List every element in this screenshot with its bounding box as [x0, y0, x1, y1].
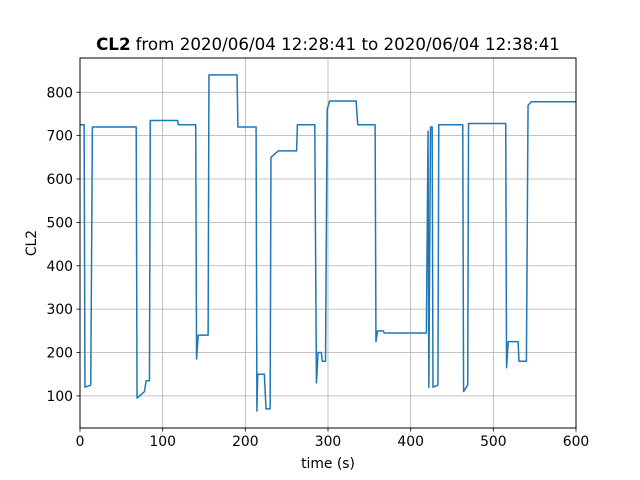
- x-tick-label: 500: [480, 434, 507, 450]
- x-tick-label: 300: [315, 434, 342, 450]
- x-tick-label: 100: [149, 434, 176, 450]
- y-tick-label: 800: [46, 85, 73, 101]
- title-text: from 2020/06/04 12:28:41 to 2020/06/04 1…: [136, 34, 560, 54]
- x-tick-label: 0: [76, 434, 85, 450]
- grid: [79, 58, 577, 428]
- data-line: [80, 74, 576, 412]
- ticks: 0 100 200 300 400 500 600 100 200 300 400 500 600 700…: [46, 85, 589, 450]
- x-tick-label: 200: [232, 434, 259, 450]
- y-tick-label: 400: [46, 259, 73, 275]
- title-bold: CL2: [96, 34, 131, 54]
- y-tick-label: 500: [46, 215, 73, 231]
- y-tick-label: 200: [46, 346, 73, 362]
- y-tick-label: 700: [46, 129, 73, 145]
- x-tick-label: 600: [563, 434, 590, 450]
- chart-title: CL2 from 2020/06/04 12:28:41 to 2020/06/0…: [96, 34, 560, 54]
- x-tick-label: 400: [397, 434, 424, 450]
- y-axis-label: CL2: [24, 230, 40, 256]
- plot: [80, 74, 576, 412]
- y-tick-label: 600: [46, 172, 73, 188]
- y-tick-label: 300: [46, 302, 73, 318]
- y-tick-label: 100: [46, 389, 73, 405]
- x-axis-label: time (s): [301, 456, 355, 472]
